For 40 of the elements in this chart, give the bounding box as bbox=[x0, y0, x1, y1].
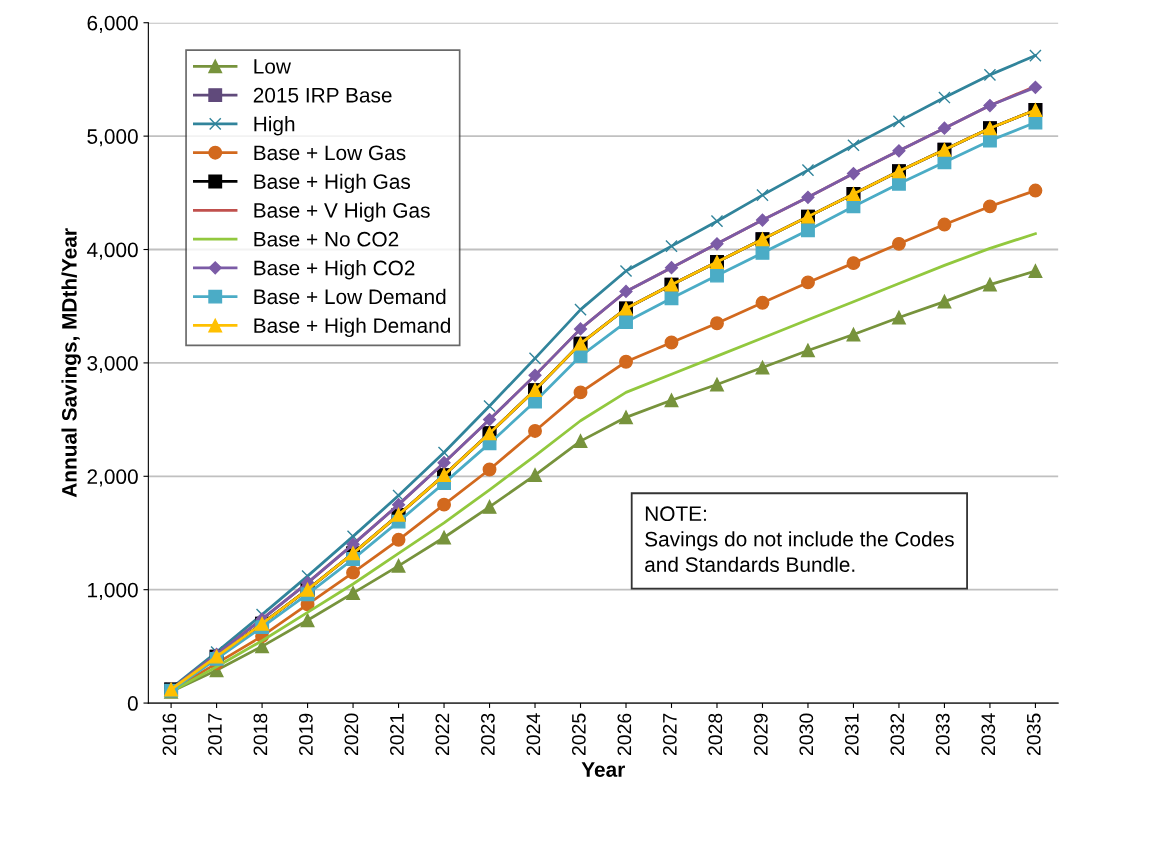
x-tick-label: 2034 bbox=[981, 713, 996, 756]
x-tick-label: 2031 bbox=[844, 713, 859, 756]
x-tick-label: 2026 bbox=[617, 713, 632, 756]
x-tick-label: 2016 bbox=[162, 713, 177, 756]
x-axis-title: Year bbox=[581, 762, 625, 777]
legend-label: Base + Low Gas bbox=[254, 145, 406, 161]
legend-label: Base + V High Gas bbox=[254, 202, 430, 222]
annotation: NOTE: Savings do not include the Codes and Standards Bundle. bbox=[645, 506, 954, 572]
x-tick-label: 2019 bbox=[299, 713, 313, 756]
x-tick-label: 2017 bbox=[208, 713, 222, 756]
x-tick-label: 2025 bbox=[571, 713, 586, 756]
y-tick-label: 4,000 bbox=[86, 242, 138, 260]
y-tick-label: 1,000 bbox=[88, 582, 138, 600]
x-tick-label: 2022 bbox=[435, 713, 450, 756]
legend-label: Base + High Demand bbox=[254, 317, 450, 338]
x-tick-label: 2023 bbox=[480, 713, 495, 756]
y-tick-label: 2,000 bbox=[87, 469, 138, 487]
x-tick-label: 2029 bbox=[753, 713, 768, 756]
legend-label: Base + High Gas bbox=[254, 173, 411, 194]
legend-label: 2015 IRP Base bbox=[253, 87, 392, 103]
x-tick-label: 2027 bbox=[662, 713, 677, 756]
legend-label: Base + High CO2 bbox=[254, 260, 415, 280]
y-tick-label: 3,000 bbox=[87, 355, 138, 374]
x-tick-label: 2030 bbox=[799, 713, 814, 756]
legend-label: Base + Low Demand bbox=[254, 288, 446, 305]
x-tick-label: 2021 bbox=[390, 713, 404, 756]
y-tick-label: 0 bbox=[127, 696, 138, 711]
legend-label: High bbox=[254, 116, 295, 136]
legend-label: Base + No CO2 bbox=[254, 231, 399, 247]
x-tick-label: 2020 bbox=[344, 713, 359, 756]
x-tick-label: 2024 bbox=[526, 713, 541, 756]
x-tick-label: 2033 bbox=[935, 713, 950, 756]
y-tick-label: 6,000 bbox=[87, 15, 138, 33]
x-tick-label: 2028 bbox=[708, 713, 723, 756]
y-axis-title: Annual Savings, MDth/Year bbox=[61, 228, 81, 498]
legend-label: Low bbox=[254, 59, 291, 74]
x-tick-label: 2032 bbox=[890, 713, 905, 756]
x-tick-label: 2018 bbox=[253, 713, 268, 756]
x-tick-label: 2035 bbox=[1026, 713, 1041, 756]
y-tick-label: 5,000 bbox=[87, 129, 138, 147]
